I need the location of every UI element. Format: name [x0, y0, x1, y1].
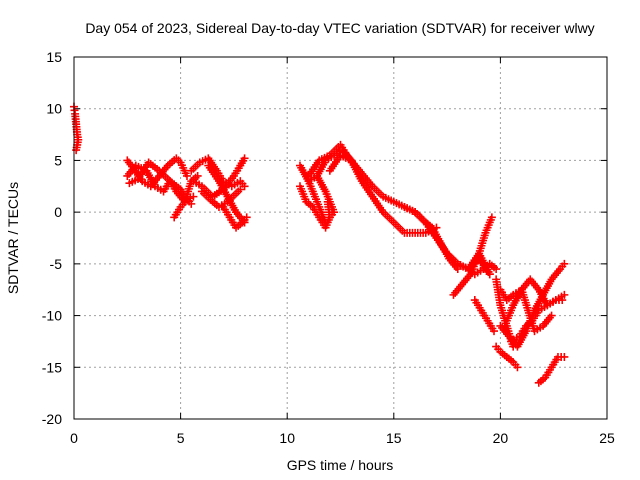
data-point: [487, 213, 496, 222]
series-arc1: [70, 102, 83, 155]
series-arc18: [411, 208, 462, 274]
chart-title: Day 054 of 2023, Sidereal Day-to-day VTE…: [85, 20, 594, 36]
data-point: [240, 154, 249, 163]
y-tick-label: 10: [46, 101, 62, 117]
x-tick-label: 0: [70, 430, 78, 446]
data-point: [560, 259, 569, 268]
data-point: [492, 265, 501, 274]
x-tick-label: 15: [386, 430, 402, 446]
data-point: [490, 327, 499, 336]
data-point: [321, 218, 330, 227]
data-point: [485, 270, 494, 279]
series-arc4: [125, 158, 196, 208]
series-arc28: [534, 352, 569, 387]
data-point: [182, 171, 191, 180]
data-point: [560, 352, 569, 361]
y-tick-label: -15: [42, 359, 62, 375]
y-axis-label: SDTVAR / TECUs: [5, 182, 21, 294]
series-arc20: [464, 259, 501, 279]
series-arc10: [219, 202, 251, 232]
series-arc16: [325, 151, 441, 237]
y-tick-label: -10: [42, 308, 62, 324]
x-tick-label: 25: [599, 430, 615, 446]
x-tick-label: 10: [279, 430, 295, 446]
series-arc27: [492, 342, 522, 372]
series-arc21: [470, 296, 499, 336]
series-arc8: [197, 185, 245, 211]
x-tick-label: 5: [177, 430, 185, 446]
y-tick-label: 5: [54, 152, 62, 168]
data-point: [187, 199, 196, 208]
series-arc14: [313, 171, 339, 222]
data-point: [236, 185, 245, 194]
data-point: [453, 265, 462, 274]
y-tick-label: 0: [54, 204, 62, 220]
data-point: [560, 290, 569, 299]
data-point: [193, 171, 202, 180]
data-point: [547, 311, 556, 320]
y-tick-label: -5: [50, 256, 63, 272]
plot-frame: [73, 56, 608, 420]
data-point: [323, 197, 332, 206]
y-tick-label: -20: [42, 411, 62, 427]
data-point: [189, 192, 198, 201]
series-arc19: [449, 213, 496, 299]
series-arc24: [496, 259, 569, 351]
grid: [74, 57, 607, 419]
y-tick-label: 15: [46, 49, 62, 65]
x-axis-label: GPS time / hours: [287, 457, 394, 473]
series-arc5: [170, 192, 198, 222]
data-point: [240, 182, 249, 191]
data-points: [70, 102, 569, 387]
series-arc26: [500, 275, 567, 330]
x-tick-label: 20: [493, 430, 509, 446]
data-point: [558, 296, 567, 305]
data-point: [72, 146, 81, 155]
data-point: [242, 213, 251, 222]
data-point: [513, 363, 522, 372]
